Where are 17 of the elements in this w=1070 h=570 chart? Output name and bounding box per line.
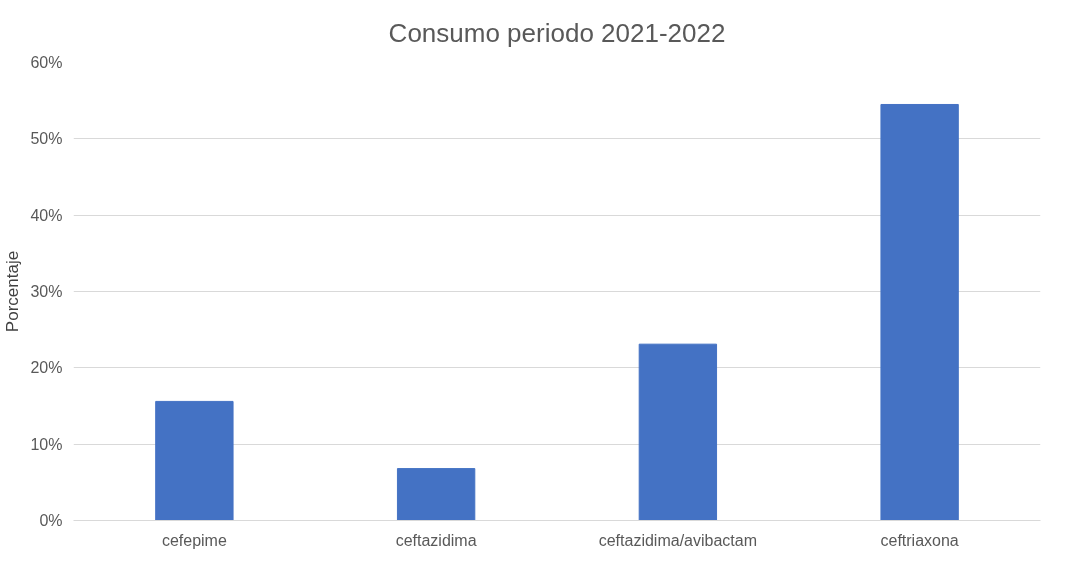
y-tick-label: 20% <box>30 359 63 377</box>
bar <box>155 400 234 521</box>
bar <box>638 343 718 521</box>
y-tick-label: 40% <box>30 206 63 224</box>
y-tick-label: 50% <box>30 130 63 148</box>
y-tick-label: 30% <box>30 283 63 300</box>
x-tick-label: cefepime <box>161 531 227 549</box>
x-tick-label: ceftriaxona <box>880 531 959 549</box>
x-tick-label: ceftazidima <box>395 531 477 549</box>
chart-title: Consumo periodo 2021-2022 <box>388 17 726 48</box>
y-axis-title: Porcentaje <box>3 250 23 333</box>
y-tick-label: 60% <box>30 54 63 71</box>
y-tick-label: 10% <box>30 435 63 453</box>
bar <box>880 103 959 521</box>
x-tick-label: ceftazidima/avibactam <box>598 531 758 549</box>
bar <box>396 468 476 521</box>
y-tick-label: 0% <box>39 512 63 529</box>
